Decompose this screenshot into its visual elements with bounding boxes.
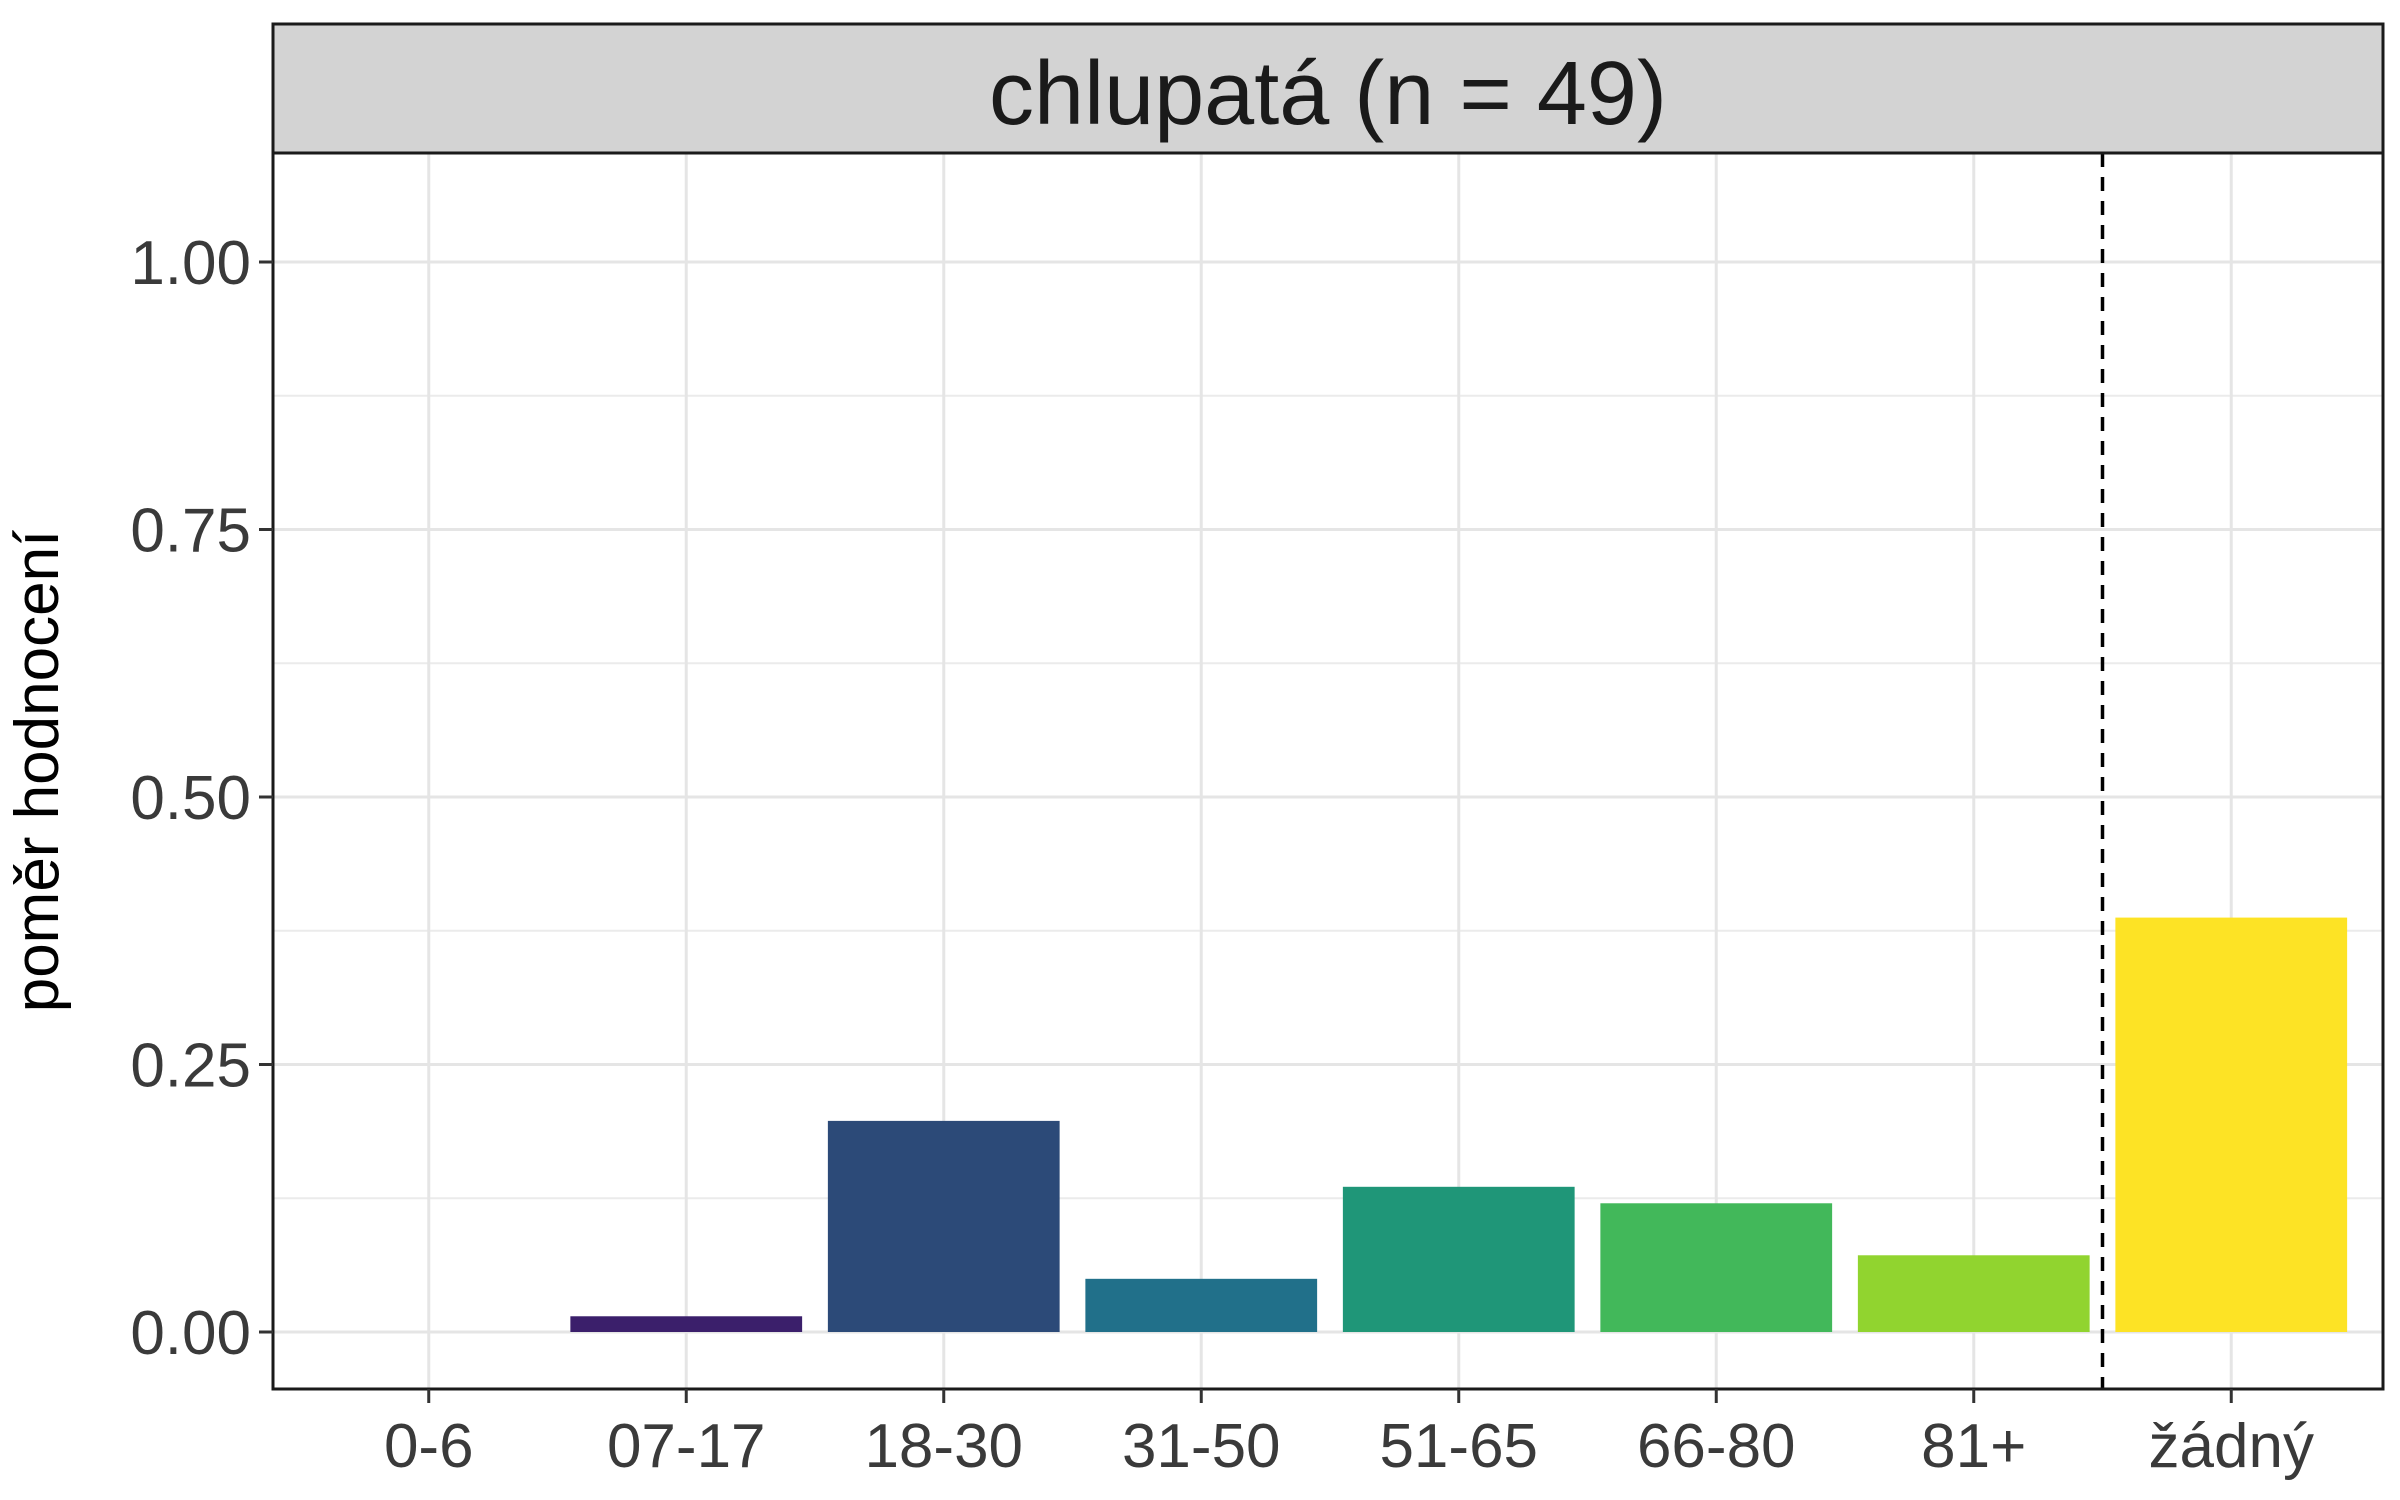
bar-žádný xyxy=(2115,917,2348,1332)
bar-18-30 xyxy=(827,1120,1060,1332)
plot-panel-border xyxy=(271,151,2385,1391)
minor-gridlines xyxy=(273,394,2383,1200)
y-axis-title: poměr hodnocení xyxy=(3,530,72,1013)
bar-07-17 xyxy=(570,1316,803,1332)
x-tick-label: 66-80 xyxy=(1637,1412,1796,1481)
y-tick-label: 1.00 xyxy=(130,229,251,298)
chart-title: chlupatá (n = 49) xyxy=(989,44,1667,144)
x-tick-label: 31-50 xyxy=(1122,1412,1281,1481)
bar-81+ xyxy=(1857,1255,2090,1332)
plot-panel xyxy=(271,151,2385,1391)
y-tick-label: 0.75 xyxy=(130,497,251,566)
y-tick-label: 0.00 xyxy=(130,1299,251,1368)
x-tick-label: žádný xyxy=(2149,1412,2314,1481)
plot-panel-background xyxy=(273,153,2383,1389)
bar-66-80 xyxy=(1600,1203,1833,1332)
x-tick-label: 51-65 xyxy=(1379,1412,1538,1481)
y-tick-label: 0.50 xyxy=(130,764,251,833)
major-gridlines xyxy=(273,153,2383,1389)
bar-51-65 xyxy=(1342,1186,1575,1332)
y-axis: 0.00 0.25 0.50 0.75 1.00 xyxy=(130,229,273,1368)
y-tick-label: 0.25 xyxy=(130,1032,251,1101)
x-tick-label: 07-17 xyxy=(607,1412,766,1481)
x-tick-label: 81+ xyxy=(1921,1412,2026,1481)
facet-strip: chlupatá (n = 49) xyxy=(271,22,2385,155)
bars xyxy=(570,917,2348,1332)
x-tick-label: 0-6 xyxy=(384,1412,474,1481)
bar-31-50 xyxy=(1085,1278,1318,1332)
x-axis: 0-6 07-17 18-30 31-50 51-65 66-80 81+ žádný xyxy=(384,1389,2314,1481)
facet-strip-background xyxy=(271,22,2385,155)
x-tick-label: 18-30 xyxy=(864,1412,1023,1481)
